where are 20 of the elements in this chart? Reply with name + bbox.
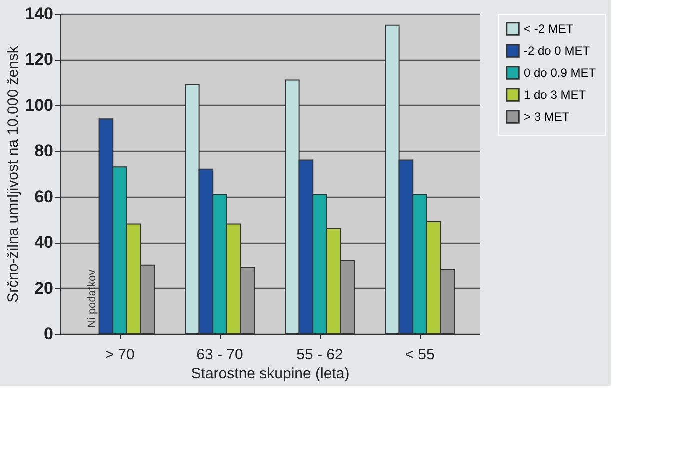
y-tick-label: 0 [44,324,54,344]
annotation: Ni podatkov [86,269,98,328]
legend-label: 1 do 3 MET [524,88,587,102]
x-tick-label: 55 - 62 [296,346,344,364]
y-tick-label: 40 [34,233,54,252]
legend-label: > 3 MET [524,110,570,124]
x-tick-label: > 70 [105,346,135,364]
y-tick-label: 20 [34,278,54,298]
y-tick-label: 140 [25,4,54,24]
y-axis-title: Srčno-žilna umrljivost na 10.000 žensk [5,46,22,303]
legend-label: -2 do 0 MET [524,44,591,58]
y-tick-label: 80 [34,142,54,161]
legend-label: < -2 MET [524,22,574,36]
y-tick-label: 60 [34,187,54,206]
legend-label: 0 do 0.9 MET [524,66,597,80]
x-tick-label: 63 - 70 [196,346,244,364]
x-tick-label: < 55 [405,346,435,364]
y-tick-label: 120 [25,50,54,70]
y-tick-label: 100 [25,96,54,115]
x-axis-title: Starostne skupine (leta) [191,366,350,382]
